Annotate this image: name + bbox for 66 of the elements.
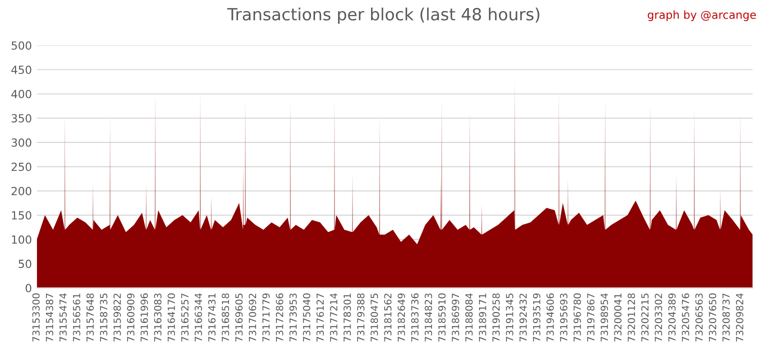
x-tick-label: 73153300 [32,293,40,342]
x-tick-label: 73158735 [100,294,108,342]
x-tick-label: 73198954 [600,293,608,342]
x-tick-label: 73204389 [668,293,676,342]
y-tick-label: 0 [26,284,32,292]
x-tick-label: 73209824 [736,293,744,342]
x-tick-label: 73196780 [574,293,581,342]
x-tick-label: 73156561 [72,294,80,342]
x-tick-label: 73203302 [654,294,662,342]
y-tick-label: 400 [11,90,32,98]
y-tick-label: 300 [12,138,32,147]
x-tick-label: 73167431 [208,294,216,342]
x-tick-label: 73188084 [465,293,473,342]
y-tick-label: 350 [12,114,32,123]
x-tick-label: 73191345 [506,294,514,342]
x-tick-label: 73180475 [370,294,378,342]
x-tick-label: 73171779 [262,293,270,342]
x-tick-label: 73173953 [289,294,297,342]
x-tick-label: 73189171 [478,294,486,342]
x-tick-label: 73168518 [222,293,230,342]
x-tick-label: 73208737 [722,294,730,342]
x-tick-label: 73183736 [411,293,419,342]
x-tick-label: 73159822 [114,294,121,342]
x-tick-label: 73160909 [127,293,134,342]
x-tick-label: 73195693 [560,294,568,342]
x-tick-label: 73154387 [46,294,54,342]
y-tick-label: 500 [12,41,32,50]
x-tick-label: 73176127 [316,294,324,342]
chart-title: Transactions per block (last 48 hours) [227,8,540,24]
x-tick-label: 73194606 [546,293,554,342]
x-tick-label: 73201128 [628,293,636,342]
y-tick-label: 100 [12,235,32,244]
x-tick-label: 73155474 [59,293,67,342]
x-tick-label: 73175040 [302,293,310,342]
x-tick-label: 73164170 [168,293,175,342]
x-tick-label: 73172866 [276,293,284,342]
x-tick-label: 73207650 [708,293,716,342]
x-tick-label: 73177214 [330,293,338,342]
x-tick-label: 73169605 [235,294,243,342]
x-tick-label: 73181562 [384,294,392,342]
x-tick-label: 73190258 [492,293,500,342]
x-tick-label: 73205476 [682,293,690,342]
x-tick-label: 73157648 [86,293,94,342]
x-tick-label: 73179388 [357,293,364,342]
x-tick-label: 73186997 [452,294,460,342]
x-tick-label: 73163083 [154,294,162,342]
x-tick-label: 73200041 [614,294,622,342]
y-tick-label: 150 [12,211,32,220]
x-tick-label: 73184823 [424,294,432,342]
y-tick-label: 450 [11,66,32,74]
x-tick-label: 73170692 [248,294,256,342]
x-tick-label: 73165257 [181,294,189,342]
x-tick-label: 73206563 [695,294,703,342]
y-tick-label: 50 [18,260,32,268]
y-tick-label: 200 [12,186,32,196]
y-tick-label: 250 [12,162,32,172]
x-tick-label: 73185910 [438,293,446,342]
x-tick-label: 73197867 [587,294,594,342]
x-tick-label: 73193519 [532,293,540,342]
x-tick-label: 73202215 [641,294,649,342]
x-tick-label: 73182649 [398,293,406,342]
text: graph by @arcange [648,10,756,22]
x-tick-label: 73161996 [140,293,148,342]
x-tick-label: 73192432 [519,294,527,342]
x-tick-label: 73178301 [344,294,351,342]
x-tick-label: 73166344 [194,293,202,342]
